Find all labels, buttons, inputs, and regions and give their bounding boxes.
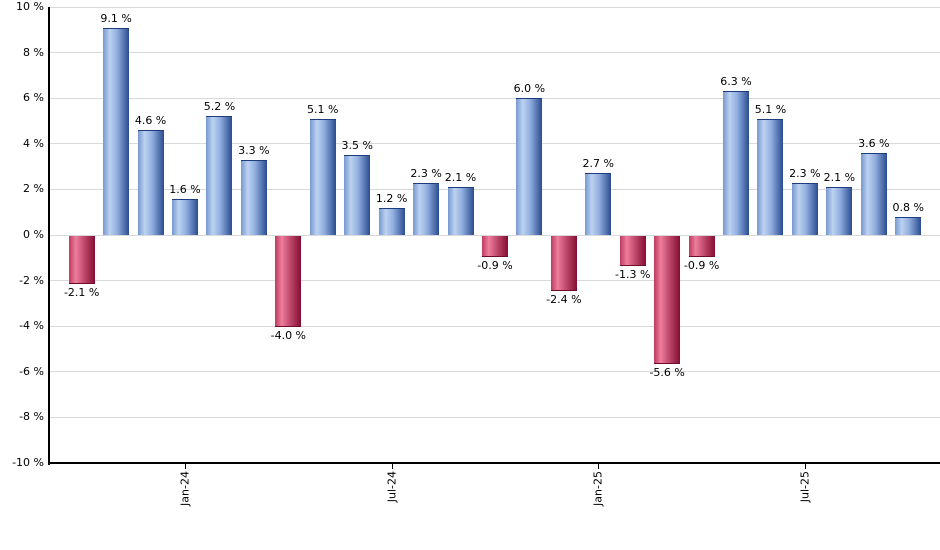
positive-bar <box>206 116 233 235</box>
x-axis-tick <box>598 463 600 469</box>
bar-value-label: 4.6 % <box>134 114 167 128</box>
gridline <box>50 6 940 8</box>
y-axis-tick-label: -4 % <box>19 319 44 333</box>
positive-bar <box>240 159 267 235</box>
gridline <box>50 52 940 54</box>
bar-value-label: 6.3 % <box>720 75 752 89</box>
bar-value-label: -4.0 % <box>270 329 307 343</box>
bar-value-label: -5.6 % <box>649 365 685 379</box>
x-axis-tick <box>804 463 806 469</box>
bar-value-label: 5.2 % <box>203 100 236 114</box>
bar-value-label: 3.5 % <box>341 139 373 153</box>
bar-value-label: 9.1 % <box>100 11 132 25</box>
positive-bar <box>447 187 474 235</box>
x-axis-tick <box>185 463 186 469</box>
negative-bar <box>619 236 646 266</box>
gridline <box>50 280 940 282</box>
positive-bar <box>895 216 922 235</box>
y-axis-line <box>48 7 50 465</box>
positive-bar <box>585 173 612 235</box>
x-axis-tick-label: Jul-25 <box>798 471 812 503</box>
y-axis-tick-label: 2 % <box>23 182 44 196</box>
bar-value-label: 2.3 % <box>789 166 821 180</box>
bar-value-label: 3.6 % <box>858 136 890 150</box>
positive-bar <box>413 182 440 235</box>
x-axis-tick-label: Jul-24 <box>385 471 399 503</box>
gridline <box>50 416 940 418</box>
bar-value-label: 2.1 % <box>823 171 856 185</box>
y-axis-tick-label: 4 % <box>23 136 44 150</box>
negative-bar <box>275 236 302 328</box>
positive-bar <box>137 130 164 235</box>
negative-bar <box>68 236 95 284</box>
positive-bar <box>826 187 853 235</box>
positive-bar <box>516 98 543 235</box>
gridline <box>50 143 940 145</box>
gridline <box>50 371 940 373</box>
positive-bar <box>791 182 818 235</box>
y-axis-tick-label: -2 % <box>19 273 44 287</box>
bar-value-label: 1.2 % <box>375 191 408 205</box>
y-axis-tick-label: 0 % <box>23 228 44 241</box>
bar-value-label: -0.9 % <box>477 258 513 272</box>
bar-value-label: 2.7 % <box>582 157 614 171</box>
y-axis-tick-label: -6 % <box>19 364 44 378</box>
positive-bar <box>757 118 784 235</box>
positive-bar <box>309 118 336 235</box>
bar-value-label: 6.0 % <box>513 82 546 96</box>
y-axis-tick-label: 6 % <box>23 91 44 105</box>
gridline <box>50 325 940 327</box>
gridline <box>50 97 940 99</box>
bar-value-label: 2.1 % <box>444 171 477 185</box>
negative-bar <box>654 236 681 364</box>
bar-value-label: 5.1 % <box>307 102 339 116</box>
bar-value-label: 5.1 % <box>754 102 787 116</box>
bar-value-label: -2.4 % <box>546 292 582 306</box>
y-axis-tick-label: 10 % <box>16 0 44 13</box>
bar-value-label: 1.6 % <box>169 182 201 196</box>
bar-value-label: 0.8 % <box>892 200 924 214</box>
positive-bar <box>344 155 371 235</box>
negative-bar <box>550 236 577 291</box>
bar-value-label: 3.3 % <box>238 143 270 157</box>
x-axis-tick <box>391 463 393 469</box>
positive-bar <box>172 198 198 235</box>
bar-value-label: -0.9 % <box>683 258 720 272</box>
positive-bar <box>723 91 750 235</box>
bar-value-label: 2.3 % <box>410 166 442 180</box>
positive-bar <box>860 152 887 235</box>
gridline <box>50 234 940 236</box>
bar-value-label: -1.3 % <box>615 267 651 281</box>
negative-bar <box>688 236 715 257</box>
bar-value-label: -2.1 % <box>63 285 100 299</box>
positive-bar <box>103 27 130 235</box>
y-axis-tick-label: -8 % <box>19 410 44 424</box>
x-axis-tick-label: Jan-25 <box>591 471 605 506</box>
negative-bar <box>481 236 508 257</box>
gridline <box>50 188 940 190</box>
x-axis-tick-label: Jan-24 <box>178 471 192 506</box>
x-axis-line <box>48 462 940 464</box>
y-axis-tick-label: 8 % <box>23 45 44 59</box>
y-axis-tick-label: -10 % <box>12 456 44 469</box>
positive-bar <box>378 207 405 235</box>
